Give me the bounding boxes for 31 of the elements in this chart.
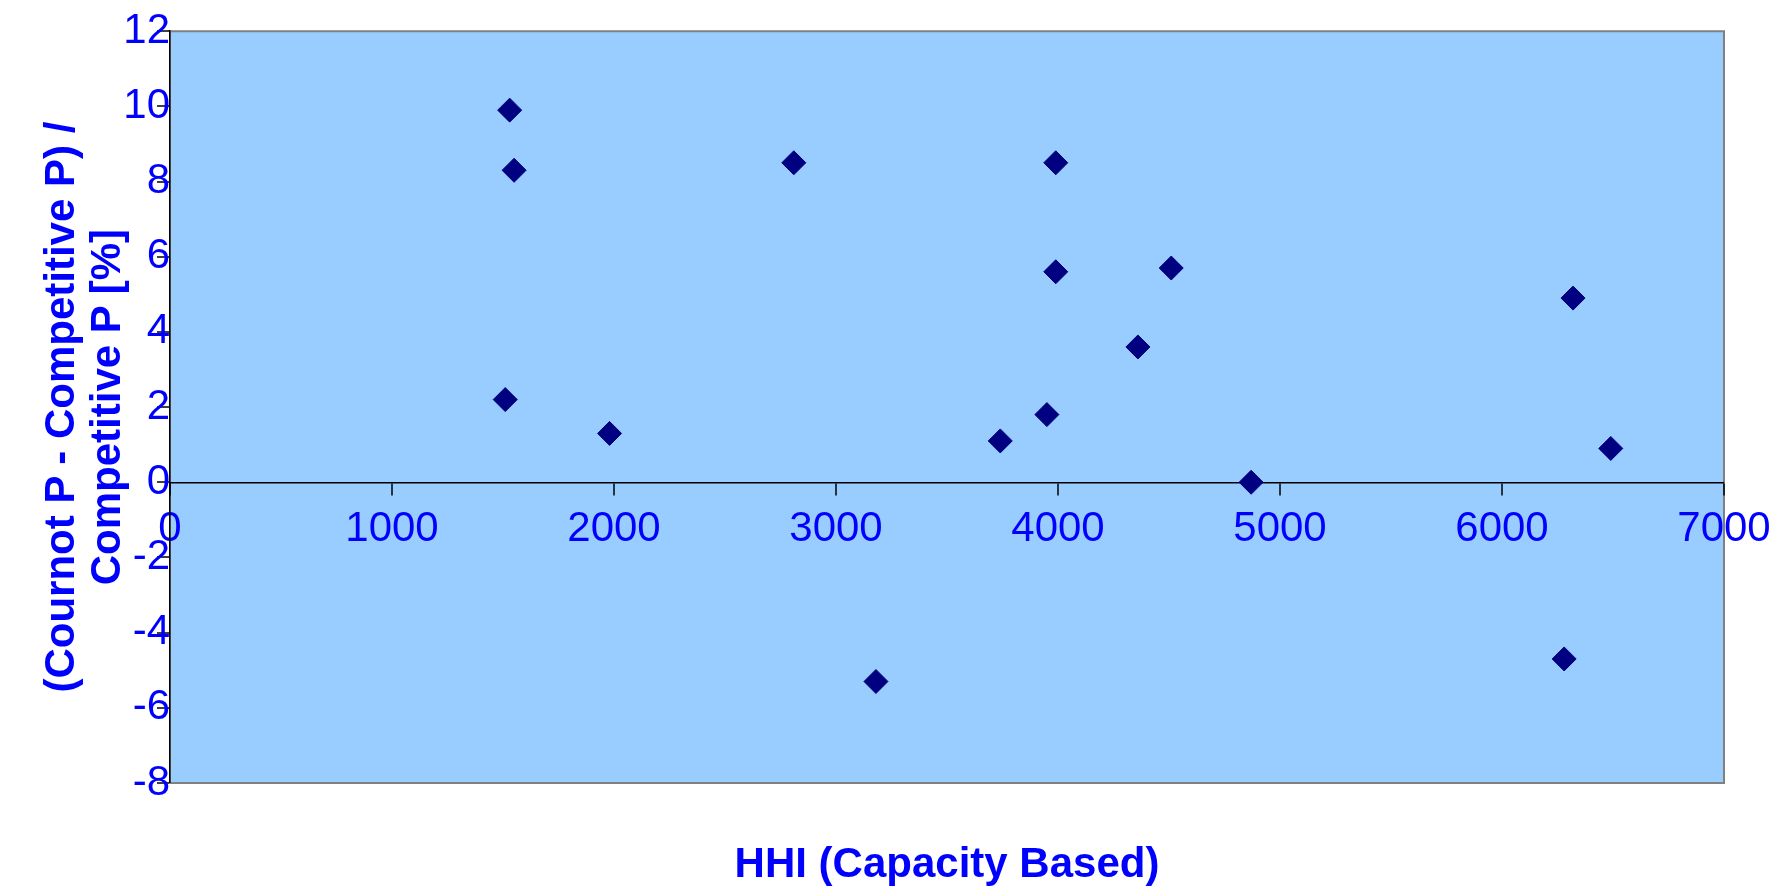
point — [1158, 255, 1184, 281]
point — [497, 97, 523, 123]
point — [1043, 150, 1069, 176]
y-tick-label: 2 — [146, 380, 170, 428]
y-tick-label: -8 — [132, 756, 170, 804]
point — [501, 157, 527, 183]
x-tick-label: 1000 — [345, 503, 439, 551]
x-tick-label: 4000 — [1011, 503, 1105, 551]
x-tick-label: 5000 — [1233, 503, 1327, 551]
y-tick-label: 4 — [146, 305, 170, 353]
y-tick-label: -6 — [132, 681, 170, 729]
x-tick-label: 6000 — [1455, 503, 1549, 551]
point — [1034, 402, 1060, 428]
point — [1560, 285, 1586, 311]
y-tick-label: 0 — [146, 455, 170, 503]
point — [987, 428, 1013, 454]
point — [1125, 334, 1151, 360]
x-tick-label: 3000 — [789, 503, 883, 551]
point — [1551, 646, 1577, 672]
point — [1238, 469, 1264, 495]
y-tick-label: -4 — [132, 606, 170, 654]
x-axis-title: HHI (Capacity Based) — [734, 838, 1160, 886]
point — [863, 669, 889, 695]
x-tick-label: 2000 — [567, 503, 661, 551]
point — [1043, 259, 1069, 285]
y-tick-label: 12 — [123, 4, 170, 52]
point — [1598, 435, 1624, 461]
point — [597, 420, 623, 446]
y-tick-label: 8 — [146, 155, 170, 203]
point — [492, 387, 518, 413]
point — [781, 150, 807, 176]
